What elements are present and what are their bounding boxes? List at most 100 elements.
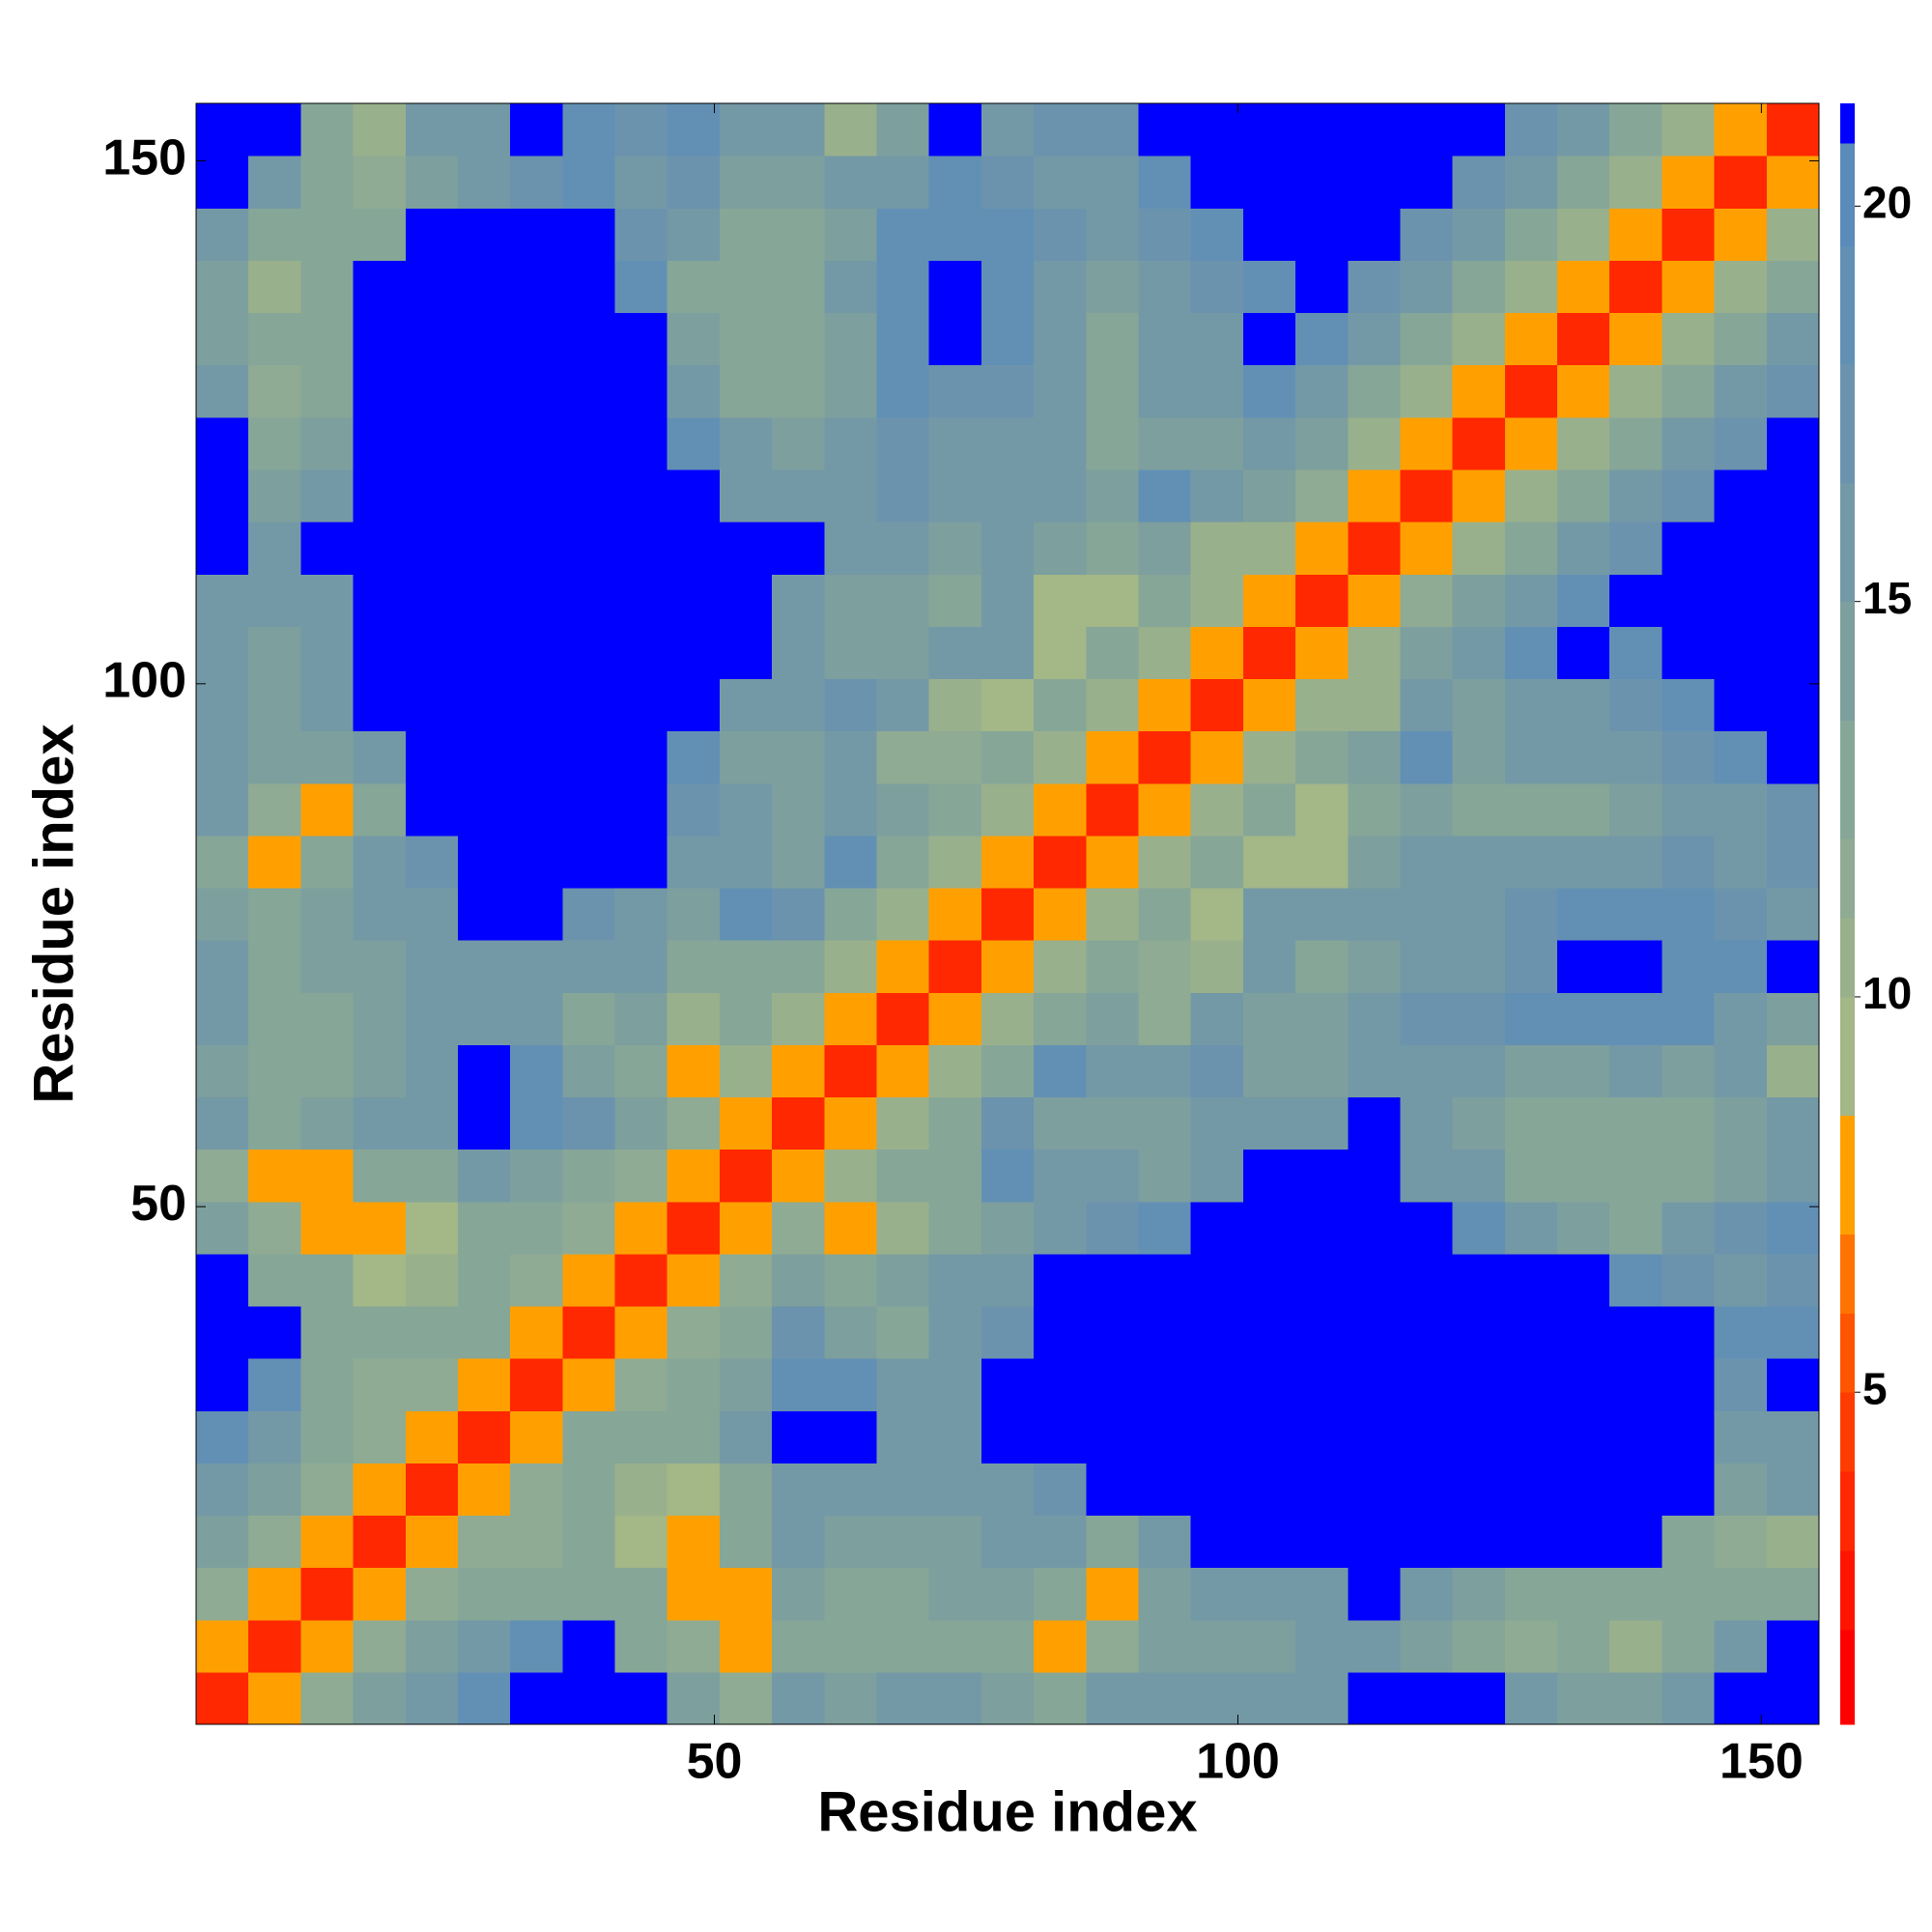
heatmap-cell (1086, 522, 1140, 575)
heatmap-cell (824, 208, 878, 261)
heatmap-cell (1662, 626, 1716, 680)
heatmap-cell (1609, 1253, 1663, 1307)
heatmap-cell (1295, 835, 1349, 889)
heatmap-cell (457, 522, 511, 575)
heatmap-cell (980, 678, 1035, 732)
heatmap-cell (562, 940, 616, 993)
heatmap-cell (1504, 260, 1558, 314)
heatmap-cell (667, 992, 721, 1045)
heatmap-cell (405, 1671, 459, 1725)
heatmap-cell (772, 992, 825, 1045)
heatmap-cell (562, 835, 616, 889)
heatmap-cell (196, 312, 249, 366)
heatmap-cell (824, 1044, 878, 1098)
heatmap-cell (1295, 103, 1349, 156)
heatmap-cell (1609, 1149, 1663, 1203)
heatmap-cell (1348, 469, 1402, 523)
heatmap-cell (1295, 416, 1349, 470)
heatmap-cell (510, 1619, 563, 1673)
heatmap-cell (353, 1515, 407, 1569)
heatmap-cell (405, 1410, 459, 1463)
heatmap-cell (405, 1201, 459, 1255)
heatmap-cell (457, 103, 511, 156)
heatmap-cell (1190, 260, 1244, 314)
heatmap-cell (1190, 364, 1244, 418)
heatmap-cell (1452, 156, 1506, 209)
heatmap-cell (719, 1567, 773, 1621)
heatmap-cell (1452, 992, 1506, 1045)
heatmap-cell (353, 1671, 407, 1725)
heatmap-cell (1190, 416, 1244, 470)
heatmap-cell (772, 208, 825, 261)
heatmap-cell (1190, 103, 1244, 156)
heatmap-cell (300, 626, 355, 680)
heatmap-cell (980, 574, 1035, 627)
heatmap-cell (772, 1096, 825, 1151)
heatmap-cell (1662, 574, 1716, 627)
heatmap-cell (1295, 522, 1349, 575)
heatmap-cell (1348, 1305, 1402, 1359)
heatmap-cell (1662, 1671, 1716, 1725)
heatmap-cell (1138, 1463, 1192, 1517)
heatmap-cell (772, 1567, 825, 1621)
heatmap-cell (1557, 1358, 1610, 1411)
heatmap-cell (1714, 469, 1768, 523)
heatmap-cell (1714, 1201, 1768, 1255)
heatmap-cell (196, 940, 249, 993)
heatmap-cell (405, 260, 459, 314)
heatmap-cell (248, 1671, 301, 1725)
heatmap-cell (719, 574, 773, 627)
heatmap-cell (353, 1619, 407, 1673)
heatmap-cell (928, 260, 982, 314)
heatmap-cell (1452, 1096, 1506, 1151)
heatmap-cell (719, 1201, 773, 1255)
heatmap-cell (248, 1619, 301, 1673)
heatmap-cell (300, 103, 355, 156)
heatmap-cell (1714, 1619, 1768, 1673)
heatmap-cell (1190, 1253, 1244, 1307)
heatmap-cell (1609, 574, 1663, 627)
heatmap-cell (1504, 1515, 1558, 1569)
heatmap-cell (300, 992, 355, 1045)
heatmap-cell (1504, 992, 1558, 1045)
heatmap-cell (1138, 1358, 1192, 1411)
heatmap-cell (614, 574, 668, 627)
heatmap-cell (510, 992, 563, 1045)
heatmap-cell (196, 156, 249, 209)
heatmap-cell (510, 103, 563, 156)
heatmap-cell (1609, 1096, 1663, 1151)
heatmap-cell (196, 626, 249, 680)
heatmap-cell (1452, 1358, 1506, 1411)
heatmap-cell (1348, 364, 1402, 418)
heatmap-cell (1242, 156, 1296, 209)
heatmap-cell (1609, 416, 1663, 470)
heatmap-cell (1034, 782, 1087, 837)
heatmap-cell (667, 730, 721, 784)
heatmap-cell (1190, 1671, 1244, 1725)
heatmap-cell (1295, 1358, 1349, 1411)
heatmap-cell (1348, 208, 1402, 261)
heatmap-cell (1295, 260, 1349, 314)
heatmap-cell (562, 469, 616, 523)
heatmap-cell (300, 1515, 355, 1569)
heatmap-cell (1034, 1515, 1087, 1569)
heatmap-cell (196, 887, 249, 941)
heatmap-cell (1766, 1149, 1820, 1203)
heatmap-cell (1400, 1567, 1454, 1621)
heatmap-cell (824, 835, 878, 889)
heatmap-cell (667, 1305, 721, 1359)
y-tick-label: 100 (102, 653, 186, 709)
heatmap-cell (614, 260, 668, 314)
heatmap-cell (300, 574, 355, 627)
heatmap-cell (405, 522, 459, 575)
heatmap-cell (928, 416, 982, 470)
heatmap-cell (1295, 626, 1349, 680)
colorbar-band (1840, 364, 1855, 484)
heatmap-cell (1400, 1201, 1454, 1255)
heatmap-cell (1504, 312, 1558, 366)
heatmap-cell (1557, 312, 1610, 366)
heatmap-cell (1452, 1410, 1506, 1463)
heatmap-cell (980, 103, 1035, 156)
heatmap-cell (248, 1358, 301, 1411)
heatmap-cell (1452, 1463, 1506, 1517)
